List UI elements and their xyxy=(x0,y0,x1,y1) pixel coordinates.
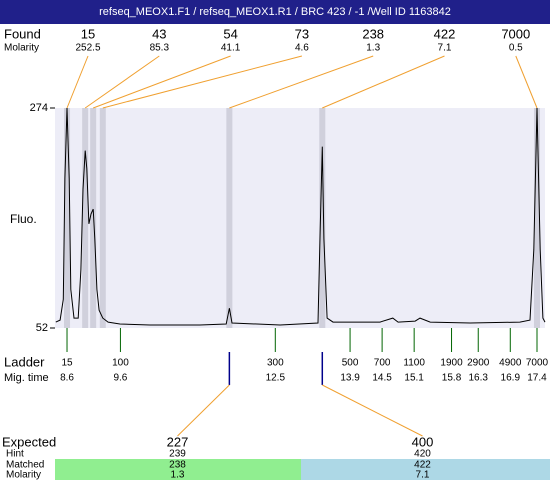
ladder-size: 1900 xyxy=(440,358,463,369)
peak-band xyxy=(319,108,326,328)
hint-size: 239 xyxy=(169,449,186,460)
peak-connector xyxy=(84,55,160,109)
peak-connector xyxy=(322,55,445,109)
found-molarity: 85.3 xyxy=(150,43,170,54)
ladder-time: 15.1 xyxy=(404,373,424,384)
ladder-time: 9.6 xyxy=(113,373,127,384)
expected-connector xyxy=(177,384,230,437)
hint-label: Hint xyxy=(6,449,24,460)
ladder-size: 4900 xyxy=(499,358,522,369)
found-size: 238 xyxy=(362,26,384,41)
molarity-label: Molarity xyxy=(4,43,39,54)
found-size: 54 xyxy=(223,26,237,41)
peak-band xyxy=(82,108,89,328)
found-molarity: 1.3 xyxy=(366,43,380,54)
expected-size: 400 xyxy=(412,434,434,449)
found-molarity: 7.1 xyxy=(438,43,452,54)
ladder-size: 1100 xyxy=(403,358,425,369)
matched-molarity: 1.3 xyxy=(171,470,185,480)
plot-area xyxy=(55,108,545,328)
peak-connector xyxy=(515,55,538,109)
matched-band xyxy=(55,459,301,480)
peak-band xyxy=(64,108,71,328)
y-axis-label: Fluo. xyxy=(10,212,37,226)
ladder-time: 17.4 xyxy=(527,373,547,384)
ladder-size: 500 xyxy=(342,358,359,369)
peak-band xyxy=(226,108,233,328)
ladder-size: 2900 xyxy=(467,358,490,369)
ladder-size: 100 xyxy=(112,358,129,369)
ladder-time: 15.8 xyxy=(442,373,462,384)
found-label: Found xyxy=(4,26,41,41)
found-molarity: 0.5 xyxy=(509,43,523,54)
matched-molarity: 7.1 xyxy=(416,470,430,480)
expected-size: 227 xyxy=(167,434,189,449)
ladder-time: 16.3 xyxy=(469,373,489,384)
ladder-size: 300 xyxy=(267,358,284,369)
chart-title: refseq_MEOX1.F1 / refseq_MEOX1.R1 / BRC … xyxy=(99,6,451,18)
ladder-time: 13.9 xyxy=(340,373,360,384)
matched-band xyxy=(301,459,550,480)
mig-time-label: Mig. time xyxy=(4,372,49,384)
ladder-size: 700 xyxy=(374,358,391,369)
matched-size: 422 xyxy=(414,460,431,471)
peak-band xyxy=(99,108,106,328)
ladder-size: 7000 xyxy=(526,358,549,369)
ladder-label: Ladder xyxy=(4,354,45,369)
ladder-time: 8.6 xyxy=(60,373,74,384)
peak-connector xyxy=(93,55,231,109)
found-molarity: 41.1 xyxy=(221,43,241,54)
matched-size: 238 xyxy=(169,460,186,471)
found-size: 422 xyxy=(434,26,456,41)
found-size: 7000 xyxy=(501,26,530,41)
ladder-time: 14.5 xyxy=(372,373,392,384)
peak-connector xyxy=(229,55,374,109)
found-size: 43 xyxy=(152,26,166,41)
ladder-time: 12.5 xyxy=(266,373,286,384)
peak-band xyxy=(533,108,540,328)
found-size: 73 xyxy=(295,26,309,41)
expected-label: Expected xyxy=(2,434,56,449)
expected-connector xyxy=(322,384,423,437)
hint-size: 420 xyxy=(414,449,431,460)
ladder-size: 15 xyxy=(61,358,73,369)
y-tick-label: 274 xyxy=(30,102,48,114)
matched-label: Matched xyxy=(6,460,44,471)
y-tick-label: 52 xyxy=(36,322,48,334)
trace xyxy=(55,107,546,326)
peak-connector xyxy=(102,55,303,109)
title-bar xyxy=(0,0,550,24)
found-size: 15 xyxy=(81,26,95,41)
found-molarity: 4.6 xyxy=(295,43,309,54)
found-molarity: 252.5 xyxy=(75,43,100,54)
ladder-time: 16.9 xyxy=(501,373,521,384)
peak-connector xyxy=(66,55,89,109)
matched-molarity-label: Molarity xyxy=(6,470,41,480)
